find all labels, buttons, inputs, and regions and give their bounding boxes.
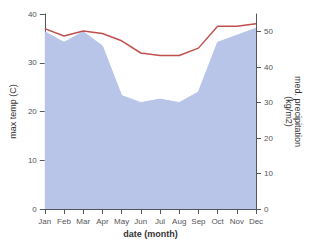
- svg-text:Jul: Jul: [155, 217, 165, 226]
- svg-text:10: 10: [28, 156, 37, 165]
- svg-text:Dec: Dec: [249, 217, 263, 226]
- svg-text:med. precipitation: med. precipitation: [292, 76, 303, 147]
- svg-text:20: 20: [28, 107, 37, 116]
- svg-text:30: 30: [28, 58, 37, 67]
- svg-text:40: 40: [28, 10, 37, 19]
- svg-text:May: May: [114, 217, 129, 226]
- svg-text:20: 20: [264, 134, 273, 143]
- svg-text:40: 40: [264, 63, 273, 72]
- svg-text:Mar: Mar: [76, 217, 90, 226]
- svg-text:Sep: Sep: [191, 217, 206, 226]
- svg-text:10: 10: [264, 169, 273, 178]
- svg-text:date (month): date (month): [123, 229, 178, 239]
- svg-text:Feb: Feb: [57, 217, 71, 226]
- svg-text:Aug: Aug: [172, 217, 186, 226]
- svg-text:50: 50: [264, 27, 273, 36]
- svg-text:Jun: Jun: [134, 217, 147, 226]
- svg-text:Apr: Apr: [96, 217, 109, 226]
- svg-text:Nov: Nov: [230, 217, 244, 226]
- svg-text:Jan: Jan: [38, 217, 51, 226]
- svg-text:30: 30: [264, 98, 273, 107]
- svg-text:0: 0: [264, 205, 269, 214]
- svg-text:(kg/m2): (kg/m2): [284, 96, 294, 127]
- svg-text:Oct: Oct: [211, 217, 224, 226]
- svg-text:0: 0: [32, 205, 37, 214]
- svg-text:max temp (C): max temp (C): [8, 84, 18, 139]
